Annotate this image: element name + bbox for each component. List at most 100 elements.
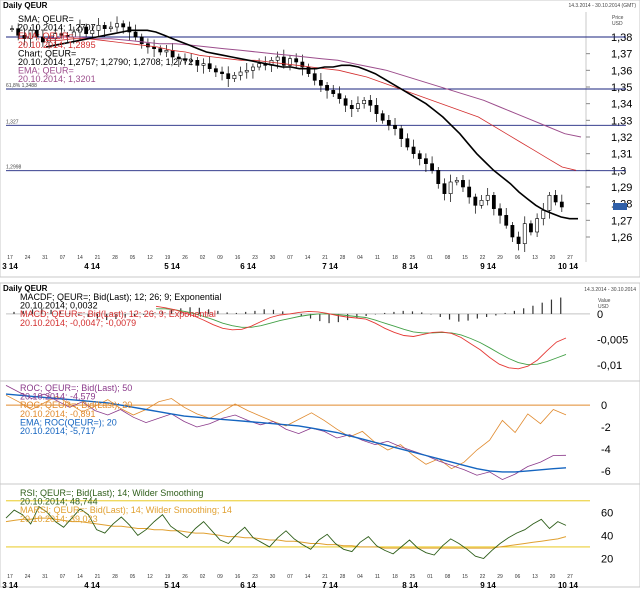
rsi-line bbox=[5, 505, 567, 560]
price-candle-body bbox=[115, 23, 119, 28]
price-xtick-label: 21 bbox=[95, 255, 101, 261]
bottom-xtick-label: 15 bbox=[462, 574, 468, 580]
price-panel: Daily QEUR 14.3.2014 - 30.10.2014 (GMT) Pr… bbox=[0, 0, 640, 278]
price-xtick-label: 09 bbox=[217, 255, 223, 261]
price-xtick-label: 07 bbox=[287, 255, 293, 261]
price-candle-body bbox=[232, 75, 237, 79]
price-candle-body bbox=[164, 50, 169, 53]
bottom-xtick-label: 25 bbox=[410, 574, 416, 580]
price-axis-unit-label: USD bbox=[612, 21, 623, 27]
price-candle-body bbox=[189, 60, 194, 62]
price-month-label: 5 14 bbox=[164, 262, 180, 271]
price-month-label: 7 14 bbox=[322, 262, 338, 271]
price-ytick-label: 1,36 bbox=[611, 65, 632, 77]
bottom-month-label: 3 14 bbox=[2, 581, 18, 590]
rsi-legend-entry: 20.10.2014; 48,744 bbox=[20, 497, 98, 507]
price-candle-body bbox=[121, 23, 126, 28]
macd-ytick-label: 0 bbox=[597, 309, 603, 321]
price-candle-body bbox=[386, 120, 391, 126]
bottom-xtick-label: 19 bbox=[165, 574, 171, 580]
price-month-label: 3 14 bbox=[2, 262, 18, 271]
price-month-label: 4 14 bbox=[84, 262, 100, 271]
price-xtick-label: 25 bbox=[410, 255, 416, 261]
bottom-xtick-label: 07 bbox=[60, 574, 66, 580]
price-candle-body bbox=[473, 196, 478, 206]
price-candle-body bbox=[108, 26, 113, 29]
price-candle-body bbox=[516, 236, 521, 244]
price-candle-body bbox=[430, 163, 434, 171]
price-candle-body bbox=[522, 223, 527, 244]
rsi-ytick-label: 20 bbox=[601, 553, 613, 565]
roc-ytick-label: 0 bbox=[601, 400, 607, 412]
price-candle-body bbox=[343, 98, 348, 106]
marsi-line bbox=[5, 517, 567, 549]
macd-legend-entry: 20.10.2014; 0,0032 bbox=[20, 301, 98, 311]
price-candle-body bbox=[28, 30, 33, 39]
price-candle-body bbox=[356, 103, 360, 109]
price-xtick-label: 07 bbox=[60, 255, 66, 261]
roc-ytick-label: -6 bbox=[601, 466, 611, 478]
price-xtick-label: 14 bbox=[77, 255, 83, 261]
price-candle-body bbox=[53, 33, 58, 39]
price-candle-body bbox=[201, 63, 206, 66]
macd-ytick-label: -0,005 bbox=[597, 335, 628, 347]
price-candle-body bbox=[485, 195, 490, 201]
price-legend-entry: 20.10.2014; 1,2707 bbox=[18, 23, 96, 33]
roc20-line bbox=[5, 394, 567, 470]
roc50-line bbox=[5, 385, 567, 481]
price-ytick-label: 1,32 bbox=[611, 132, 632, 144]
price-ema-red-line bbox=[46, 38, 577, 171]
price-candle-body bbox=[244, 70, 249, 73]
price-hline-label: 61,8% 1,3488 bbox=[6, 83, 37, 89]
price-candle-body bbox=[294, 58, 299, 63]
bottom-month-label: 10 14 bbox=[558, 581, 579, 590]
price-ytick-label: 1,29 bbox=[611, 182, 632, 194]
macd-value-label: Value bbox=[598, 298, 611, 304]
price-candle-body bbox=[442, 183, 447, 194]
price-ytick-label: 1,33 bbox=[611, 115, 632, 127]
price-xtick-label: 26 bbox=[182, 255, 188, 261]
price-candle-body bbox=[59, 33, 64, 36]
bottom-xtick-label: 21 bbox=[95, 574, 101, 580]
price-candle-body bbox=[479, 200, 484, 206]
price-candle-body bbox=[349, 105, 354, 109]
roc-ytick-label: -2 bbox=[601, 422, 611, 434]
price-xtick-label: 22 bbox=[480, 255, 486, 261]
price-candle-body bbox=[461, 180, 465, 188]
price-candle-body bbox=[436, 170, 441, 184]
price-xtick-label: 20 bbox=[550, 255, 556, 261]
price-candle-body bbox=[380, 113, 385, 121]
bottom-month-label: 7 14 bbox=[322, 581, 338, 590]
price-candle-body bbox=[467, 186, 472, 198]
rsi-legend-entry: RSI; QEUR=; Bid(Last); 14; Wilder Smooth… bbox=[20, 488, 203, 498]
bottom-xtick-label: 29 bbox=[497, 574, 503, 580]
bottom-xtick-label: 14 bbox=[305, 574, 311, 580]
bottom-xtick-label: 14 bbox=[77, 574, 83, 580]
price-xtick-label: 12 bbox=[147, 255, 153, 261]
bottom-month-label: 9 14 bbox=[480, 581, 496, 590]
macd-panel: Daily QEUR 14.3.2014 - 30.10.2014 ValueUSD… bbox=[0, 282, 640, 382]
rsi-panel: 60 40 20 RSI; QEUR=; Bid(Last); 14; Wilder … bbox=[0, 483, 640, 590]
price-candle-body bbox=[238, 71, 243, 76]
price-candle-body bbox=[399, 128, 404, 139]
price-candle-body bbox=[491, 195, 496, 209]
price-xtick-label: 01 bbox=[427, 255, 433, 261]
price-xtick-label: 31 bbox=[42, 255, 48, 261]
price-candle-body bbox=[257, 63, 262, 68]
price-candle-body bbox=[251, 66, 255, 71]
bottom-xtick-label: 31 bbox=[42, 574, 48, 580]
macd-legend-entry: MACD; QEUR=; Bid(Last); 12; 26; 9; Expon… bbox=[20, 309, 216, 319]
bottom-xtick-label: 26 bbox=[182, 574, 188, 580]
price-ytick-label: 1,31 bbox=[611, 149, 632, 161]
macd-signal-line bbox=[156, 308, 567, 366]
price-candle-body bbox=[40, 36, 45, 43]
bottom-xtick-label: 18 bbox=[392, 574, 398, 580]
price-xtick-label: 17 bbox=[7, 255, 13, 261]
price-xtick-label: 14 bbox=[305, 255, 311, 261]
price-candle-body bbox=[411, 146, 416, 154]
price-ytick-label: 1,3 bbox=[611, 165, 626, 177]
bottom-xtick-label: 02 bbox=[200, 574, 206, 580]
price-candle-body bbox=[454, 180, 459, 183]
price-hline-label: 1,2998 bbox=[6, 165, 22, 171]
